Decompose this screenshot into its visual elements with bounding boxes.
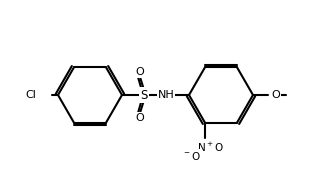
Text: O: O bbox=[136, 67, 144, 77]
Text: O: O bbox=[272, 90, 280, 100]
Text: N$^+$: N$^+$ bbox=[197, 141, 213, 154]
Text: $^-$O: $^-$O bbox=[181, 150, 200, 162]
Text: NH: NH bbox=[158, 90, 174, 100]
Text: O: O bbox=[215, 143, 223, 153]
Text: Cl: Cl bbox=[25, 90, 36, 100]
Text: S: S bbox=[140, 88, 148, 101]
Text: O: O bbox=[136, 113, 144, 123]
